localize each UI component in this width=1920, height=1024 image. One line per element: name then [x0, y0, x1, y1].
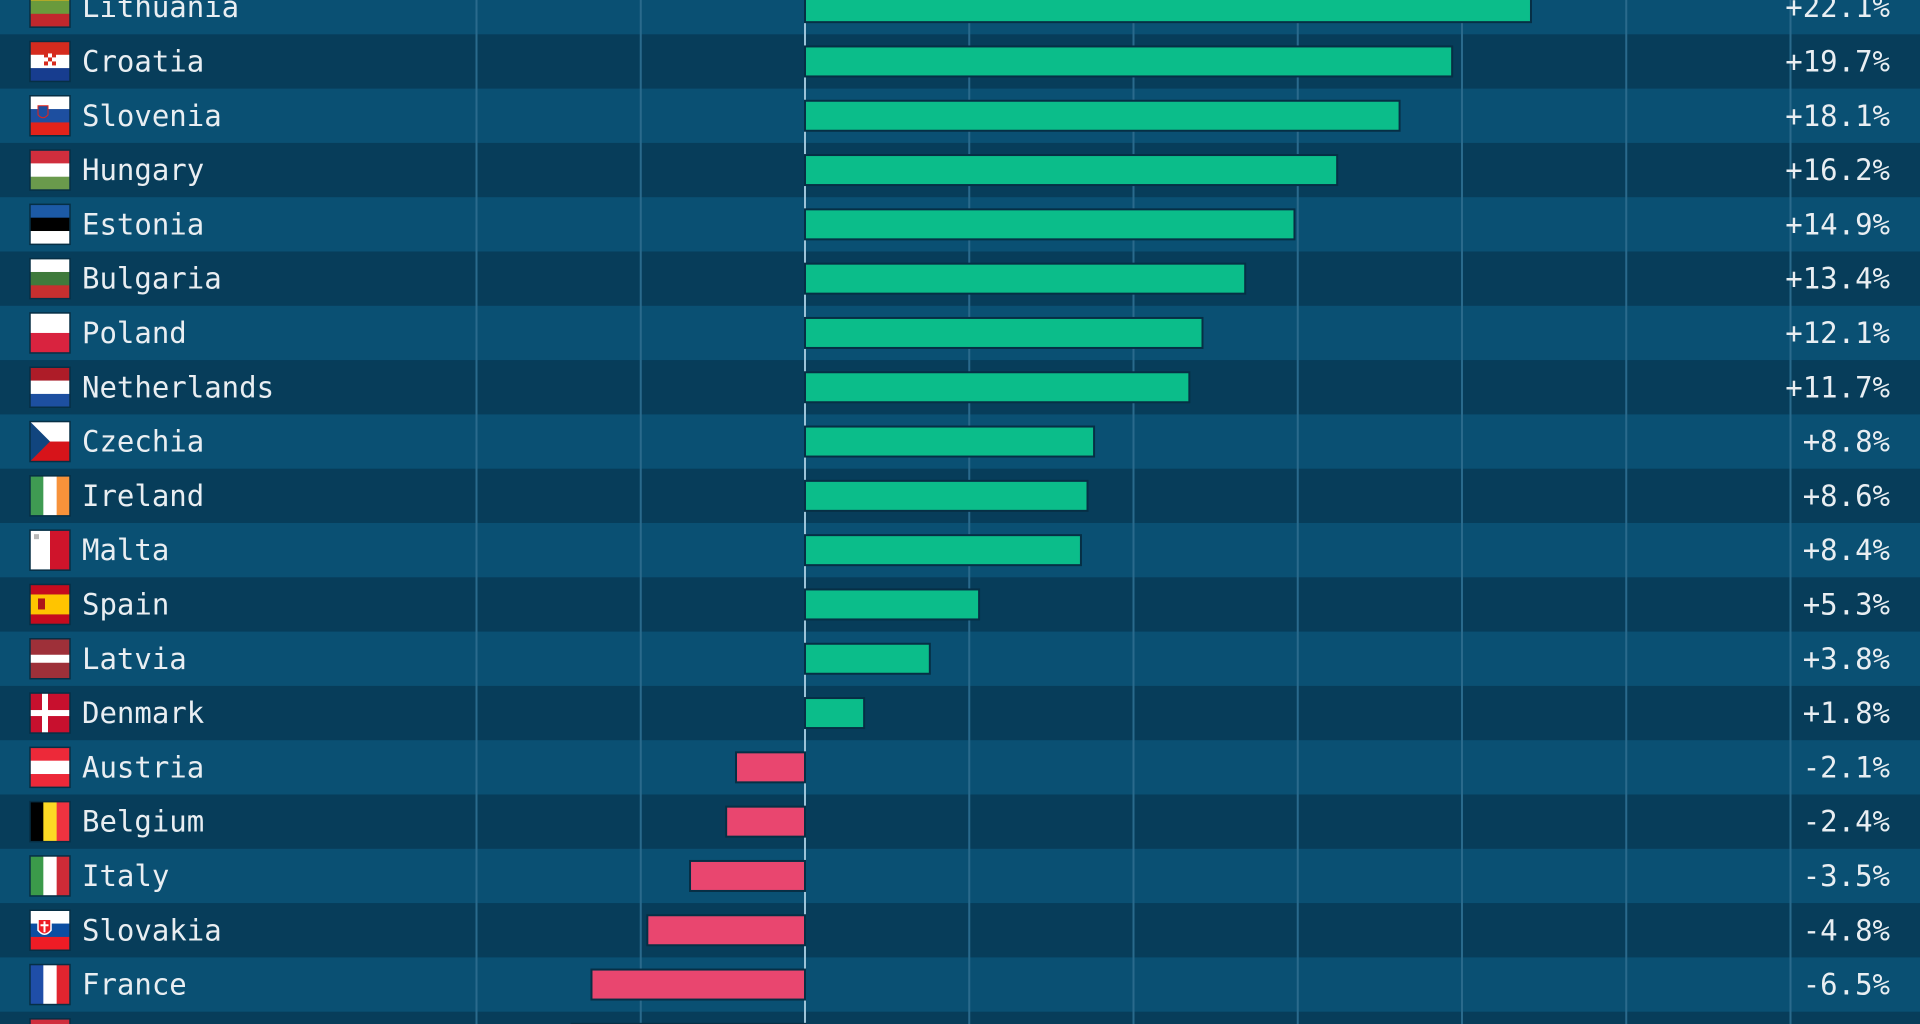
- bar: [804, 479, 1089, 512]
- row-background: [0, 848, 1920, 905]
- value-label: -6.5%: [1803, 968, 1890, 1002]
- value-label: +14.9%: [1785, 207, 1890, 241]
- country-label: Lithuania: [82, 0, 239, 24]
- country-label: Spain: [82, 587, 169, 621]
- bar: [735, 751, 807, 784]
- country-label: Hungary: [82, 153, 204, 187]
- country-label: Italy: [82, 859, 169, 893]
- value-label: +12.1%: [1785, 316, 1890, 350]
- country-label: Ireland: [82, 479, 204, 513]
- country-label: Latvia: [82, 642, 187, 676]
- row-background: [0, 685, 1920, 742]
- country-label: Slovenia: [82, 99, 222, 133]
- bar: [646, 914, 806, 947]
- flag-icon: [29, 366, 71, 408]
- bar: [804, 642, 931, 675]
- flag-icon: [29, 95, 71, 137]
- flag-icon: [29, 638, 71, 680]
- country-label: Belgium: [82, 805, 204, 839]
- value-label: +8.8%: [1803, 425, 1890, 459]
- flag-icon: [29, 855, 71, 897]
- bar: [689, 859, 807, 892]
- value-label: +8.4%: [1803, 533, 1890, 567]
- flag-icon: [29, 203, 71, 246]
- country-label: Bulgaria: [82, 262, 222, 296]
- country-label: Czechia: [82, 425, 204, 459]
- flag-icon: [29, 909, 71, 951]
- country-label: Croatia: [82, 44, 204, 78]
- country-labels: Lithuania Croatia Slovenia Hungary Estonia Bu…: [82, 0, 274, 1002]
- flag-icon: [29, 746, 71, 789]
- bar: [804, 697, 866, 730]
- bar: [804, 99, 1401, 132]
- bar: [804, 154, 1339, 187]
- bar: [804, 588, 981, 621]
- value-label: -4.8%: [1803, 913, 1890, 947]
- bar: [804, 45, 1454, 78]
- row-background: [0, 794, 1920, 850]
- value-label: -2.4%: [1803, 805, 1890, 839]
- flag-icon: [29, 583, 71, 626]
- flag-icon: [29, 963, 71, 1006]
- value-label: +11.7%: [1785, 370, 1890, 404]
- value-label: -2.1%: [1803, 750, 1890, 784]
- bar: [804, 316, 1204, 349]
- country-label: Netherlands: [82, 370, 274, 404]
- value-label: +8.6%: [1803, 479, 1890, 513]
- value-label: +16.2%: [1785, 153, 1890, 187]
- flag-icon: [29, 312, 71, 354]
- value-label: +19.7%: [1785, 44, 1890, 78]
- value-label: -3.5%: [1803, 859, 1890, 893]
- value-labels: +22.1% +19.7% +18.1% +16.2% +14.9% +13.4% +12.…: [1785, 0, 1890, 1002]
- country-label: France: [82, 968, 187, 1002]
- value-label: +3.8%: [1803, 642, 1890, 676]
- value-label: +5.3%: [1803, 587, 1890, 621]
- country-label: Malta: [82, 533, 169, 567]
- country-label: Slovakia: [82, 913, 222, 947]
- flag-icon: [29, 149, 71, 191]
- flags: [29, 0, 71, 1024]
- flag-icon: [29, 692, 71, 734]
- bar: [804, 534, 1082, 567]
- flag-icon: [29, 257, 71, 300]
- bar: [804, 0, 1532, 24]
- bar: [804, 208, 1296, 241]
- bar: [804, 425, 1096, 458]
- flag-icon: [29, 800, 71, 843]
- value-label: +13.4%: [1785, 262, 1890, 296]
- flag-icon: [29, 0, 71, 28]
- row-background: [0, 957, 1920, 1013]
- bar: [804, 371, 1191, 404]
- country-label: Austria: [82, 750, 204, 784]
- row-background: [0, 903, 1920, 959]
- flag-icon: [29, 529, 71, 571]
- country-label: Denmark: [82, 696, 205, 730]
- row-background: [0, 1011, 1920, 1024]
- flag-icon: [29, 475, 71, 517]
- flag-icon: [29, 40, 71, 83]
- flag-icon: [29, 420, 71, 463]
- value-label: +1.8%: [1803, 696, 1890, 730]
- bar: [804, 262, 1247, 295]
- country-label: Poland: [82, 316, 187, 350]
- value-label: +18.1%: [1785, 99, 1890, 133]
- value-label: +22.1%: [1785, 0, 1890, 24]
- flag-icon: [29, 1018, 71, 1024]
- row-background: [0, 631, 1920, 687]
- bar: [590, 968, 806, 1001]
- country-label: Estonia: [82, 207, 204, 241]
- bar: [725, 805, 806, 838]
- bars: [570, 0, 1532, 1024]
- row-background: [0, 740, 1920, 796]
